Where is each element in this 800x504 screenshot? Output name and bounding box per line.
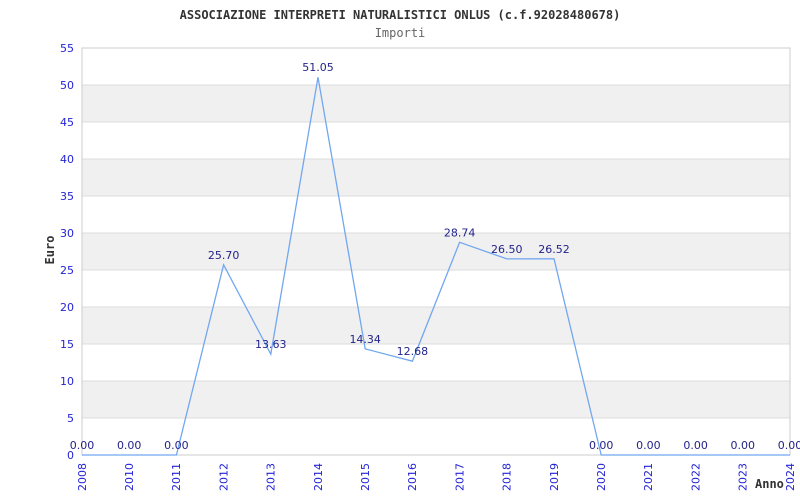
plot-band bbox=[82, 233, 790, 270]
x-tick-label: 2008 bbox=[76, 463, 89, 491]
y-tick-label: 0 bbox=[67, 449, 74, 462]
data-label: 0.00 bbox=[164, 439, 189, 452]
data-label: 51.05 bbox=[302, 61, 334, 74]
data-label: 12.68 bbox=[397, 345, 429, 358]
data-label: 26.52 bbox=[538, 243, 570, 256]
data-label: 28.74 bbox=[444, 226, 476, 239]
plot-border bbox=[81, 47, 791, 456]
plot-band bbox=[82, 85, 790, 122]
series-line bbox=[82, 77, 790, 456]
y-tick-label: 45 bbox=[60, 116, 74, 129]
data-label: 25.70 bbox=[208, 249, 240, 262]
data-label: 0.00 bbox=[117, 439, 142, 452]
x-tick-label: 2014 bbox=[312, 463, 325, 491]
x-tick-label: 2020 bbox=[595, 463, 608, 491]
chart-title: ASSOCIAZIONE INTERPRETI NATURALISTICI ON… bbox=[179, 8, 621, 22]
y-tick-label: 15 bbox=[60, 338, 74, 351]
y-tick-label: 30 bbox=[60, 227, 74, 240]
y-tick-label: 35 bbox=[60, 190, 74, 203]
data-label: 0.00 bbox=[636, 439, 661, 452]
x-tick-label: 2013 bbox=[265, 463, 278, 491]
data-label: 0.00 bbox=[778, 439, 800, 452]
x-tick-label: 2018 bbox=[501, 463, 514, 491]
plot-band bbox=[82, 159, 790, 196]
x-tick-label: 2019 bbox=[548, 463, 561, 491]
x-tick-label: 2012 bbox=[217, 463, 230, 491]
data-label: 14.34 bbox=[349, 333, 381, 346]
x-tick-label: 2022 bbox=[689, 463, 702, 491]
data-label: 0.00 bbox=[589, 439, 614, 452]
y-tick-label: 55 bbox=[60, 42, 74, 55]
data-label: 0.00 bbox=[70, 439, 95, 452]
x-tick-label: 2023 bbox=[737, 463, 750, 491]
y-tick-label: 25 bbox=[60, 264, 74, 277]
data-label: 13.63 bbox=[255, 338, 287, 351]
x-tick-label: 2011 bbox=[170, 463, 183, 491]
y-tick-label: 40 bbox=[60, 153, 74, 166]
y-tick-label: 20 bbox=[60, 301, 74, 314]
y-tick-label: 5 bbox=[67, 412, 74, 425]
x-tick-label: 2010 bbox=[123, 463, 136, 491]
x-tick-label: 2024 bbox=[784, 463, 797, 491]
y-axis-title: Euro bbox=[43, 235, 57, 265]
x-tick-label: 2021 bbox=[642, 463, 655, 491]
y-tick-label: 10 bbox=[60, 375, 74, 388]
x-tick-label: 2016 bbox=[406, 463, 419, 491]
data-label: 0.00 bbox=[731, 439, 756, 452]
x-tick-label: 2017 bbox=[453, 463, 466, 491]
data-label: 26.50 bbox=[491, 243, 523, 256]
x-axis-title: Anno bbox=[755, 477, 784, 491]
x-tick-label: 2015 bbox=[359, 463, 372, 491]
data-label: 0.00 bbox=[683, 439, 708, 452]
plot-band bbox=[82, 381, 790, 418]
plot-band bbox=[82, 307, 790, 344]
y-tick-label: 50 bbox=[60, 79, 74, 92]
chart-subtitle: Importi bbox=[374, 26, 426, 40]
